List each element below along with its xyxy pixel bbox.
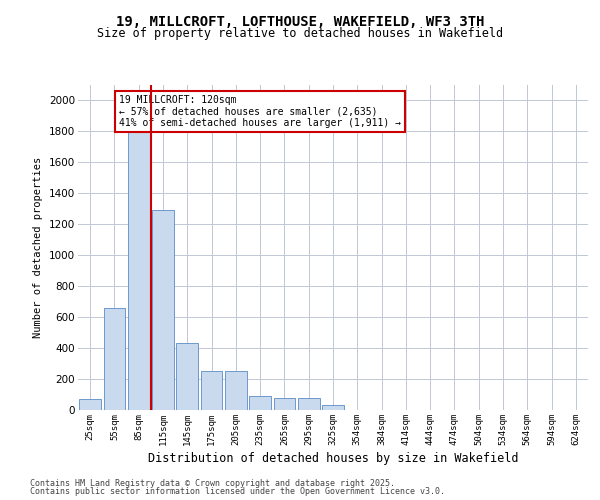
Bar (298, 398, 320, 410)
Bar (128, 128, 149, 410)
Bar (104, 308, 125, 410)
Bar (322, 406, 344, 410)
Text: 19, MILLCROFT, LOFTHOUSE, WAKEFIELD, WF3 3TH: 19, MILLCROFT, LOFTHOUSE, WAKEFIELD, WF3… (116, 15, 484, 29)
Text: Size of property relative to detached houses in Wakefield: Size of property relative to detached ho… (97, 28, 503, 40)
Text: 19 MILLCROFT: 120sqm
← 57% of detached houses are smaller (2,635)
41% of semi-de: 19 MILLCROFT: 120sqm ← 57% of detached h… (119, 94, 401, 128)
Bar (249, 396, 271, 410)
Y-axis label: Number of detached properties: Number of detached properties (34, 157, 43, 338)
Bar (200, 370, 223, 410)
Text: Contains public sector information licensed under the Open Government Licence v3: Contains public sector information licen… (30, 487, 445, 496)
X-axis label: Distribution of detached houses by size in Wakefield: Distribution of detached houses by size … (148, 452, 518, 465)
Text: Contains HM Land Registry data © Crown copyright and database right 2025.: Contains HM Land Registry data © Crown c… (30, 478, 395, 488)
Bar (176, 344, 198, 410)
Bar (79, 399, 101, 410)
Bar (274, 398, 295, 410)
Bar (225, 370, 247, 410)
Bar (152, 210, 174, 410)
